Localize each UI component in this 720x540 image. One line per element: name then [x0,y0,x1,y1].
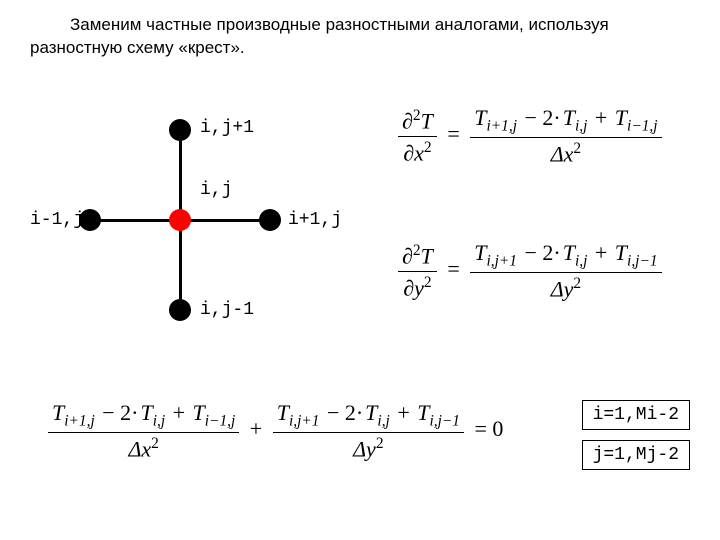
node-bottom [169,299,191,321]
label-bottom: i,j-1 [200,300,254,320]
node-center [169,209,191,231]
label-center: i,j [200,180,232,200]
equation-d2Tdy2: ∂2T ∂y2 = Ti,j+1 − 2·Ti,j + Ti,j−1 Δy2 [395,240,665,303]
equation-d2Tdx2: ∂2T ∂x2 = Ti+1,j − 2·Ti,j + Ti−1,j Δx2 [395,105,665,168]
label-right: i+1,j [288,210,342,230]
label-top: i,j+1 [200,118,254,138]
condition-i: i=1,Mi-2 [582,400,690,430]
label-left: i-1,j [30,210,84,230]
intro-text: Заменим частные производные разностными … [30,14,690,60]
cross-stencil: i,j+1 i,j i-1,j i+1,j i,j-1 [30,90,360,340]
node-right [259,209,281,231]
node-top [169,119,191,141]
equation-laplace: Ti+1,j − 2·Ti,j + Ti−1,j Δx2 + Ti,j+1 − … [45,400,505,463]
condition-j: j=1,Mj-2 [582,440,690,470]
